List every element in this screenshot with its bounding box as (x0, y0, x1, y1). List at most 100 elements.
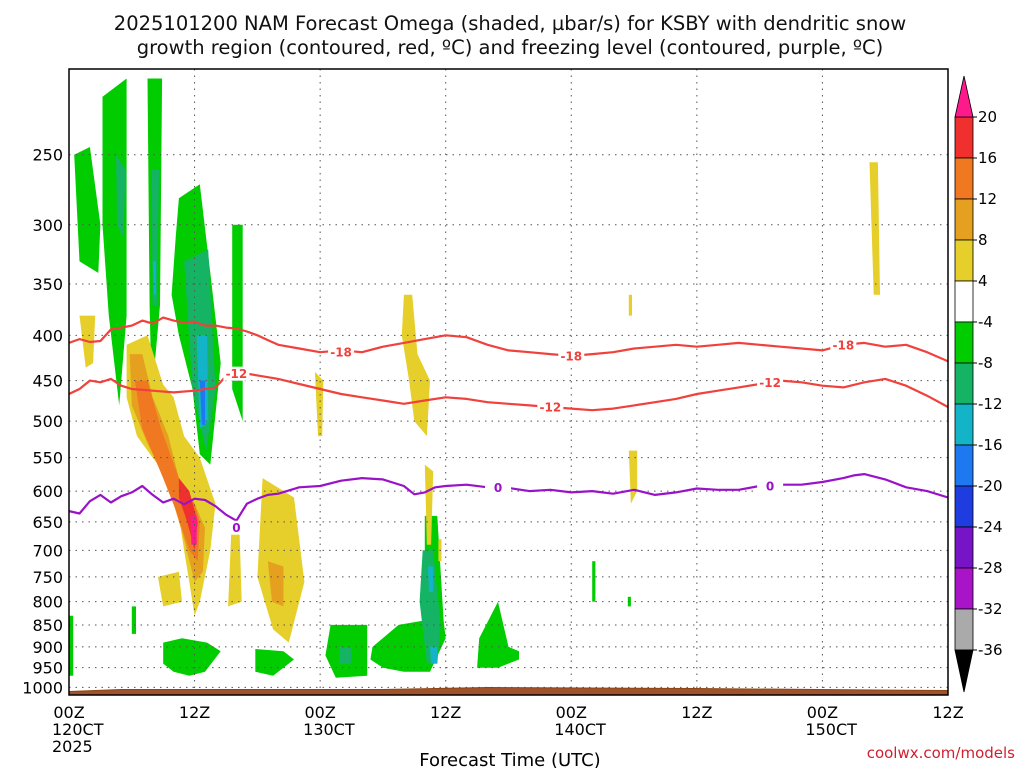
omega-area-neg4-1 (102, 78, 127, 406)
y-tick-label: 500 (32, 412, 63, 431)
colorbar-segment (954, 403, 974, 446)
x-tick-label: 140CT (554, 720, 606, 739)
chart-title-line1: 2025101200 NAM Forecast Omega (shaded, µ… (114, 12, 906, 35)
omega-area-neg4-20 (69, 615, 74, 676)
omega-area-neg12-14 (430, 646, 438, 664)
omega-area-neg4-4 (232, 224, 243, 422)
y-tick-label: 300 (32, 216, 63, 235)
x-tick-label: 12Z (681, 703, 712, 722)
colorbar-segment (954, 157, 974, 200)
x-tick-label: 00Z (807, 703, 838, 722)
colorbar-label: -16 (978, 436, 1003, 454)
freezing-level-label: 0 (232, 521, 240, 535)
colorbar-label: 16 (978, 149, 997, 167)
x-tick-label: 12Z (179, 703, 210, 722)
y-tick-label: 800 (32, 593, 63, 612)
omega-area-neg12-8 (152, 261, 156, 295)
colorbar-segment (954, 362, 974, 405)
colorbar-label: -24 (978, 518, 1003, 536)
y-tick-label: 700 (32, 541, 63, 560)
isotherm-minus12-label: -12 (540, 400, 562, 414)
colorbar-segment (954, 526, 974, 569)
colorbar-segment (954, 321, 974, 364)
plot-area: -18 -18 -18 -12 -12 -12 0 0 0 (68, 68, 949, 696)
isotherm-minus12-label-bg (757, 375, 784, 390)
terrain-fill (69, 687, 948, 695)
omega-area-pos12-39 (134, 380, 200, 562)
y-tick-label: 250 (32, 146, 63, 165)
omega-area-pos4-36 (869, 162, 880, 295)
colorbar-segment (954, 485, 974, 528)
colorbar-label: -4 (978, 313, 993, 331)
isotherm-minus12-label: -12 (759, 376, 781, 390)
x-tick-label: 00Z (556, 703, 587, 722)
isotherm-minus18-label: -18 (833, 338, 855, 352)
x-tick-label: 12Z (430, 703, 461, 722)
colorbar-label: 20 (978, 108, 997, 126)
y-tick-label: 650 (32, 513, 63, 532)
isotherm-minus18-label-bg (328, 345, 355, 360)
omega-area-neg4-18 (163, 638, 221, 676)
colorbar-max-triangle (954, 75, 974, 118)
colorbar-label: -36 (978, 641, 1003, 659)
chart-title-line2: growth region (contoured, red, ºC) and f… (137, 36, 884, 59)
terrain (69, 687, 948, 695)
colorbar-label: -8 (978, 354, 993, 372)
omega-area-neg8-12 (419, 550, 441, 664)
omega-area-pos4-29 (257, 478, 305, 643)
isotherm-minus18-label-bg (558, 348, 585, 363)
y-tick-label: 600 (32, 482, 63, 501)
freezing-level-label: 0 (766, 479, 774, 493)
grid-lines (69, 69, 948, 695)
y-tick-label: 900 (32, 638, 63, 657)
colorbar-label: -20 (978, 477, 1003, 495)
colorbar-segment (954, 280, 974, 323)
colorbar-segment (954, 444, 974, 487)
omega-area-neg8-16 (339, 646, 352, 664)
y-tick-label: 400 (32, 326, 63, 345)
y-axis: 250 300 350 400 450 500 550 600 650 700 750 800 850 9… (22, 146, 63, 698)
omega-area-neg4-22 (435, 539, 440, 567)
colorbar-segment (954, 116, 974, 159)
omega-area-neg4-17 (255, 649, 294, 676)
isotherm-minus18-label: -18 (330, 346, 352, 360)
freezing-level-label-bg (757, 478, 784, 493)
omega-area-neg16-10 (199, 380, 205, 425)
freezing-level-label: 0 (494, 481, 502, 495)
plot-frame (68, 68, 949, 696)
colorbar-segment (954, 198, 974, 241)
omega-area-pos4-27 (157, 571, 182, 607)
isotherm-minus18-label-bg (830, 337, 857, 352)
isotherm-minus12-label-bg (223, 366, 250, 381)
x-tick-label: 12Z (932, 703, 963, 722)
colorbar-label: 12 (978, 190, 997, 208)
omega-area-pos8-38 (267, 561, 284, 607)
freezing-level-label-bg (223, 520, 250, 535)
x-tick-label: 00Z (304, 703, 335, 722)
colorbar: 20 16 12 8 4 -4 -8 -12 -16 -20 -24 -28 -32 -36 (954, 75, 1003, 693)
omega-area-pos4-32 (424, 464, 434, 545)
x-tick-label: 120CT (52, 720, 104, 739)
credit-text: coolwx.com/models (867, 744, 1015, 762)
omega-area-neg4-19 (477, 601, 519, 668)
isotherm-minus12-label-bg (537, 399, 564, 414)
y-tick-label: 850 (32, 616, 63, 635)
colorbar-label: 8 (978, 231, 988, 249)
colorbar-segment (954, 239, 974, 282)
x-tick-label: 00Z (53, 703, 84, 722)
omega-area-neg4-0 (74, 147, 101, 273)
y-tick-label: 550 (32, 449, 63, 468)
x-tick-label: 2025 (52, 737, 93, 756)
isotherm-minus12-label: -12 (226, 367, 248, 381)
omega-area-neg4-23 (592, 561, 596, 602)
y-tick-label: 1000 (22, 678, 63, 697)
omega-area-neg12-13 (427, 566, 434, 592)
colorbar-min-triangle (954, 649, 974, 693)
freezing-level-label-bg (485, 480, 512, 495)
colorbar-label: 4 (978, 272, 988, 290)
colorbar-label: -12 (978, 395, 1003, 413)
y-tick-label: 750 (32, 568, 63, 587)
omega-area-neg4-21 (131, 606, 136, 634)
isotherm-minus18-line (69, 316, 948, 363)
